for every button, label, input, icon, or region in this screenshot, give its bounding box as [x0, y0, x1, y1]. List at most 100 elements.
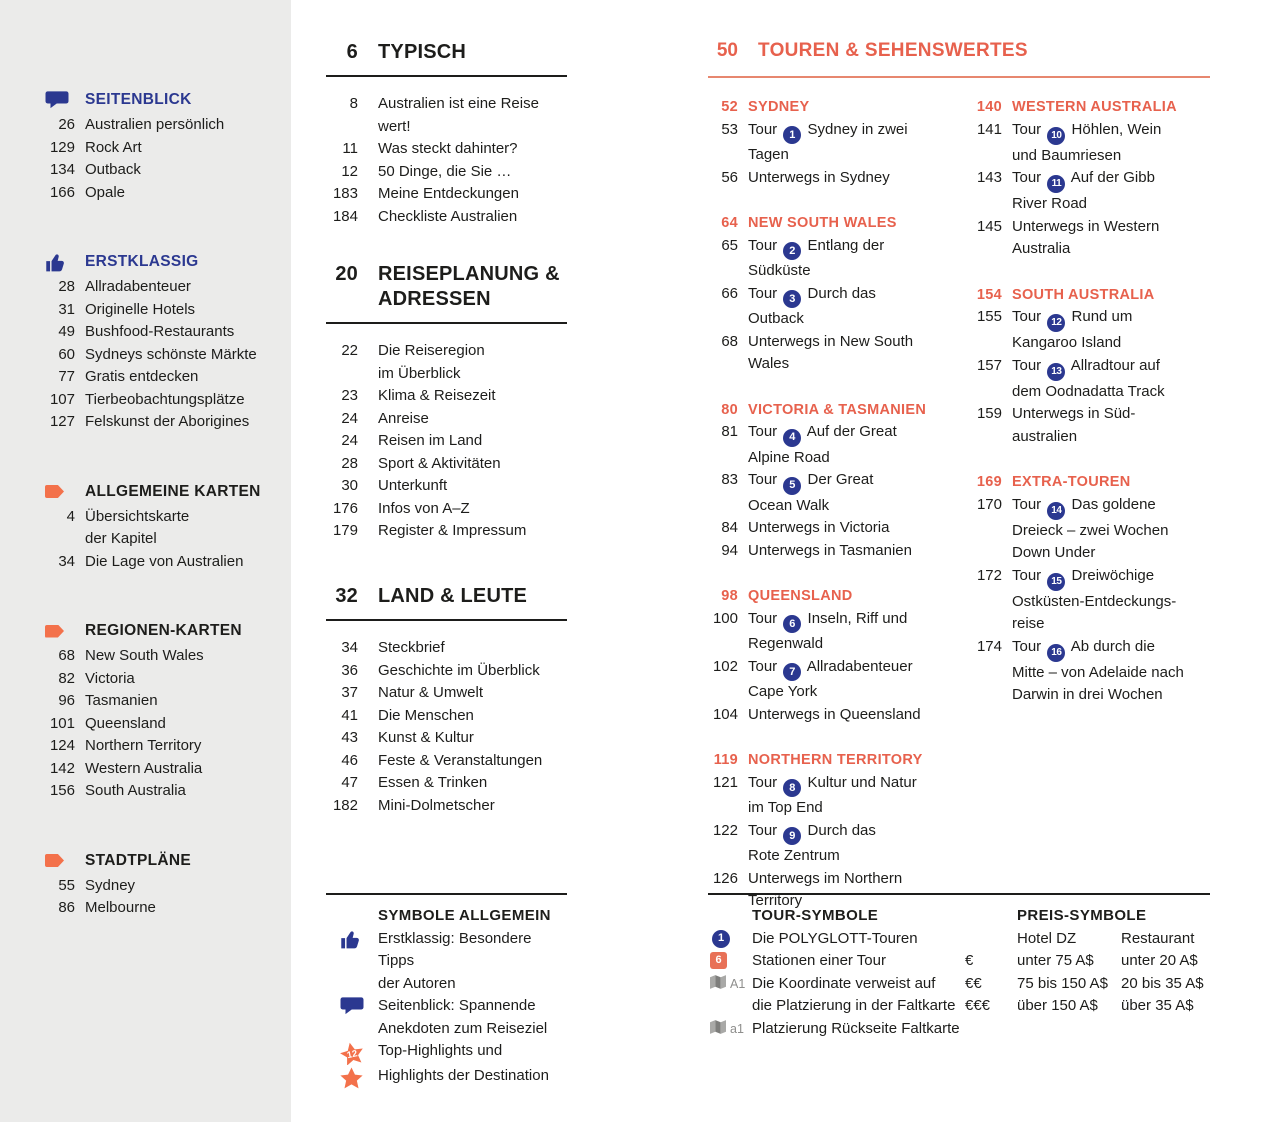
toc-page-number: 182	[332, 796, 358, 814]
sidebar-section: ERSTKLASSIG 28 Allradabenteuer 31 Originelle…	[45, 250, 273, 434]
toc-page-number: 159	[976, 405, 1002, 422]
toc-page-number: 36	[341, 661, 358, 679]
tour-entry-label: Tour 3 Durch das Outback	[748, 284, 876, 328]
tour-entry: 121 Tour 8 Kultur und Natur im Top End	[708, 772, 972, 820]
price-restaurant-value: unter 20 A$	[1121, 952, 1198, 969]
tour-number-badge: 11	[1047, 175, 1066, 193]
toc-page-number: 34	[58, 552, 75, 570]
toc-page-number: 60	[58, 345, 75, 363]
toc-entry: 46 Feste & Veranstaltungen	[326, 750, 567, 773]
toc-section-page-number: 32	[335, 585, 358, 607]
toc-entry-label: Checkliste Australien	[378, 207, 518, 225]
toc-entry-label: Was steckt dahinter?	[378, 140, 518, 157]
arrow-icon	[45, 624, 64, 638]
toc-entry: 37 Natur & Umwelt	[326, 682, 567, 705]
tour-entry: 84 Unterwegs in Victoria	[708, 517, 972, 540]
toc-entry: 8 Australien ist eine Reise wert!	[326, 93, 567, 138]
sidebar-section-header: ERSTKLASSIG	[45, 250, 273, 274]
toc-entry-label: Bushfood-Restaurants	[85, 323, 235, 340]
tours-region-page-number: 52	[721, 99, 738, 115]
toc-entry-label: Kunst & Kultur	[378, 729, 474, 746]
divider	[326, 322, 567, 324]
toc-page-number: 157	[976, 356, 1002, 374]
tours-region-title: VICTORIA & TASMANIEN	[748, 401, 927, 418]
toc-entry-label: Sport & Aktivitäten	[378, 454, 501, 472]
tour-number-badge: 12	[1047, 314, 1066, 332]
sidebar-section: SEITENBLICK 26 Australien persönlich 129 Roc…	[45, 88, 273, 204]
sidebar-toc-entry: 129 Rock Art	[45, 137, 273, 160]
toc-section-header: 6 TYPISCH	[326, 40, 567, 65]
tour-entry-label: Unterwegs in Western Australia	[1012, 217, 1160, 258]
star-icon	[340, 1067, 363, 1089]
sidebar-toc-entry: 166 Opale	[45, 182, 273, 205]
tours-region-header: 119 NORTHERN TERRITORY	[708, 749, 972, 772]
station-badge-icon: 6	[710, 952, 727, 969]
price-restaurant-value: über 35 A$	[1121, 997, 1194, 1014]
toc-entry-label: Unterkunft	[378, 477, 448, 494]
price-restaurant-value: 20 bis 35 A$	[1121, 974, 1204, 992]
toc-page-number: 77	[58, 368, 75, 385]
toc-page-number: 101	[49, 714, 75, 732]
tour-entry-label: Unterwegs in Tasmanien	[748, 541, 912, 559]
tour-entry-label: Tour 12 Rund um Kangaroo Island	[1012, 308, 1133, 351]
sidebar-section-header: ALLGEMEINE KARTEN	[45, 480, 273, 504]
toc-page-number: 104	[712, 705, 738, 723]
toc-page-number: 43	[341, 729, 358, 746]
thumbs-up-icon	[340, 930, 363, 949]
toc-entry: 30 Unterkunft	[326, 475, 567, 498]
tour-entry: 81 Tour 4 Auf der Great Alpine Road	[708, 421, 972, 469]
tour-number-badge: 6	[783, 615, 802, 633]
tour-entry-label: Tour 9 Durch das Rote Zentrum	[748, 821, 876, 865]
tours-region-header: 140 WESTERN AUSTRALIA	[972, 96, 1210, 119]
sidebar-toc-entry: 127 Felskunst der Aborigines	[45, 411, 273, 434]
thumbs-up-icon	[45, 253, 68, 272]
legend-item: A1 Die Koordinate verweist auf die Platzi…	[708, 973, 965, 1018]
tours-region-page-number: 119	[713, 752, 738, 768]
toc-section-title: LAND & LEUTE	[378, 585, 528, 607]
toc-page-number: 56	[721, 168, 738, 186]
toc-entry: 184 Checkliste Australien	[326, 206, 567, 229]
toc-entry-label: Sydneys schönste Märkte	[85, 345, 257, 363]
toc-entry-label: Die Menschen	[378, 706, 474, 724]
toc-page-number: 176	[332, 499, 358, 517]
sidebar-toc-entry: 26 Australien persönlich	[45, 114, 273, 137]
tours-region-title: SOUTH AUSTRALIA	[1012, 286, 1155, 303]
tours-page-number: 50	[716, 40, 738, 61]
toc-section-header: 32 LAND & LEUTE	[326, 584, 567, 609]
toc-page-number: 94	[721, 541, 738, 559]
price-hotel-value: unter 75 A$	[1017, 952, 1094, 969]
toc-page-number: 11	[342, 140, 358, 157]
toc-entry: 182 Mini-Dolmetscher	[326, 795, 567, 818]
price-row: €€€ über 150 A$ über 35 A$	[965, 995, 1210, 1018]
symbols-general-block: SYMBOLE ALLGEMEIN Erstklassig: Besondere…	[326, 893, 567, 1089]
legend-item-text: Erstklassig: Besondere Tipps der Autoren	[378, 929, 532, 992]
toc-page-number: 68	[58, 647, 75, 664]
tours-region: 140 WESTERN AUSTRALIA 141 Tour 10 Höhlen, W…	[972, 96, 1210, 261]
toc-page-number: 122	[712, 821, 738, 839]
toc-entry: 24 Reisen im Land	[326, 430, 567, 453]
legend-item: 12 Top-Highlights und	[326, 1040, 567, 1065]
price-symbols-legend: PREIS-SYMBOLE Hotel DZ Restaurant € unter…	[965, 905, 1210, 1040]
star-badge-icon: 12	[340, 1042, 364, 1065]
tour-entry: 66 Tour 3 Durch das Outback	[708, 283, 972, 331]
symbols-general-title: SYMBOLE ALLGEMEIN	[378, 907, 551, 924]
tours-region-header: 154 SOUTH AUSTRALIA	[972, 284, 1210, 307]
toc-entry: 22 Die Reiseregion im Überblick	[326, 340, 567, 385]
toc-entry: 179 Register & Impressum	[326, 520, 567, 543]
svg-text:12: 12	[346, 1048, 358, 1060]
tours-region: 98 QUEENSLAND 100 Tour 6 Inseln, Riff und R…	[708, 585, 972, 726]
toc-page-number: 121	[712, 773, 738, 791]
map-coordinate-label: a1	[730, 1021, 744, 1036]
tour-badge-icon: 1	[712, 929, 730, 948]
toc-section-land-leute: 32 LAND & LEUTE 34 Steckbrief 36 Geschichte i…	[326, 584, 567, 817]
toc-page-number: 126	[712, 869, 738, 887]
tours-region-header: 64 NEW SOUTH WALES	[708, 212, 972, 235]
tour-number-badge: 4	[783, 428, 802, 447]
tours-region-title: NEW SOUTH WALES	[748, 215, 897, 231]
legend-item: 6 Stationen einer Tour	[708, 950, 965, 973]
price-symbol: €€	[965, 974, 982, 992]
arrow-icon	[45, 485, 64, 498]
tour-number-badge: 16	[1047, 643, 1066, 662]
toc-section-page-number: 20	[335, 263, 358, 285]
sidebar-toc-entry: 96 Tasmanien	[45, 690, 273, 713]
